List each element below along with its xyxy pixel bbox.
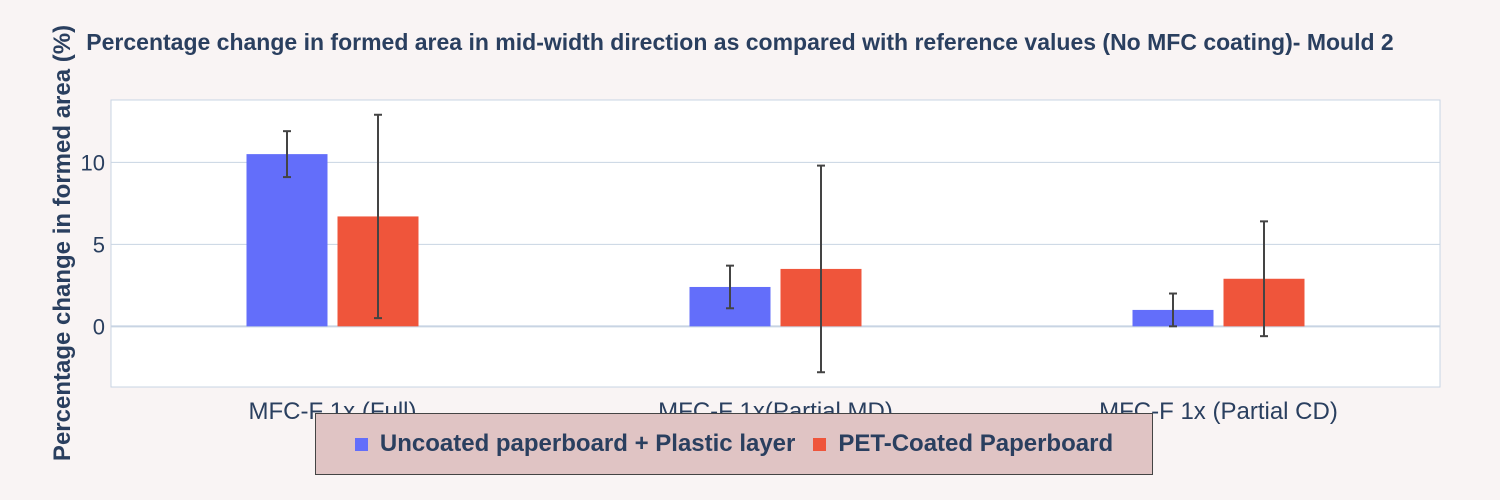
- legend-swatch-pet-coated: [813, 437, 827, 451]
- error-bar-layer: [283, 113, 1268, 374]
- legend-label-uncoated: Uncoated paperboard + Plastic layer: [379, 430, 796, 457]
- legend-item-uncoated[interactable]: Uncoated paperboard + Plastic layer: [354, 430, 796, 458]
- y-tick-label: 0: [93, 314, 105, 339]
- chart-title: Percentage change in formed area in mid-…: [86, 29, 1393, 55]
- legend: Uncoated paperboard + Plastic layer PET-…: [315, 413, 1153, 475]
- legend-swatch-uncoated: [354, 437, 368, 451]
- y-tick-layer: 0 5 10: [81, 150, 105, 339]
- legend-item-pet-coated[interactable]: PET-Coated Paperboard: [813, 430, 1113, 458]
- y-axis-label: Percentage change in formed area (%): [49, 25, 76, 461]
- y-tick-label: 10: [81, 150, 105, 175]
- legend-label-pet-coated: PET-Coated Paperboard: [838, 430, 1114, 457]
- grid-layer: [111, 161, 1440, 328]
- y-tick-label: 5: [93, 232, 105, 257]
- plot-area: [110, 99, 1441, 388]
- bar-series0-cat0[interactable]: [246, 154, 328, 327]
